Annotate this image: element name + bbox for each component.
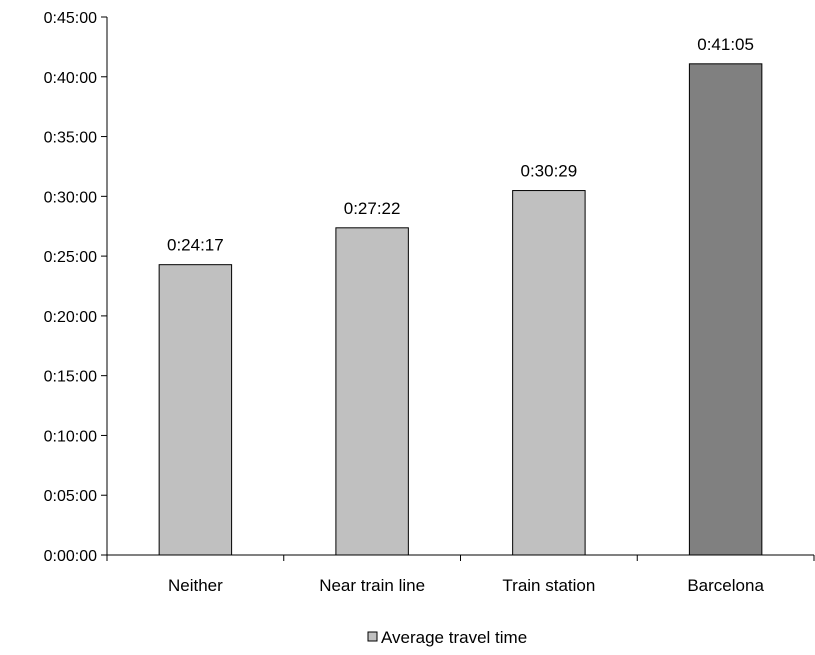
y-axis-ticks: 0:00:00 0:05:00 0:10:00 0:15:00 0:20:00 0:25:… — [44, 10, 107, 565]
data-label: 0:30:29 — [521, 162, 578, 181]
category-label: Neither — [168, 576, 223, 595]
y-tick-label: 0:20:00 — [44, 309, 97, 326]
y-tick-label: 0:05:00 — [44, 488, 97, 505]
y-tick-label: 0:30:00 — [44, 189, 97, 206]
bars — [158, 63, 763, 556]
bar-neither — [158, 264, 233, 556]
bar-near-train-line — [335, 227, 409, 556]
category-labels: Neither Near train line Train station Barce… — [168, 576, 764, 595]
data-label: 0:24:17 — [167, 236, 224, 255]
category-label: Barcelona — [687, 576, 764, 595]
y-tick-label: 0:40:00 — [44, 70, 97, 87]
legend-swatch — [367, 631, 378, 642]
y-tick-label: 0:45:00 — [44, 10, 97, 27]
x-axis-ticks — [106, 555, 815, 561]
category-label: Near train line — [319, 576, 425, 595]
y-tick-label: 0:00:00 — [44, 548, 97, 565]
legend-label: Average travel time — [381, 628, 527, 647]
y-tick-label: 0:10:00 — [44, 428, 97, 445]
data-labels: 0:24:17 0:27:22 0:30:29 0:41:05 — [167, 35, 754, 255]
data-label: 0:41:05 — [697, 35, 754, 54]
category-label: Train station — [502, 576, 595, 595]
y-tick-label: 0:25:00 — [44, 249, 97, 266]
y-tick-label: 0:15:00 — [44, 369, 97, 386]
bar-barcelona — [688, 63, 763, 556]
y-tick-label: 0:35:00 — [44, 130, 97, 147]
data-label: 0:27:22 — [344, 199, 401, 218]
legend: Average travel time — [367, 628, 527, 647]
bar-train-station — [512, 190, 586, 556]
